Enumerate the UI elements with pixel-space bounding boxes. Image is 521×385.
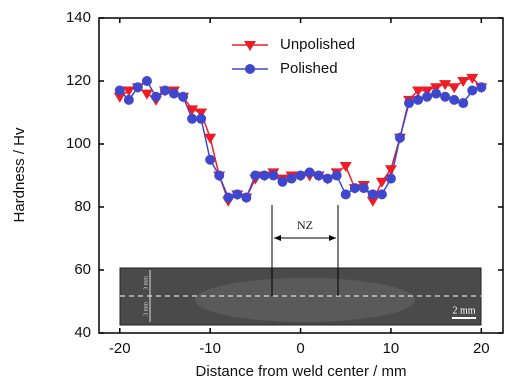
data-point (431, 89, 441, 99)
data-point (169, 89, 179, 99)
data-point (287, 174, 297, 184)
data-point (467, 85, 477, 95)
data-point (305, 167, 315, 177)
annotation: 3 mm (143, 302, 149, 316)
data-point (340, 162, 352, 172)
x-tick-label: 0 (296, 340, 304, 357)
data-point (205, 155, 215, 165)
data-point (413, 95, 423, 105)
data-point (187, 114, 197, 124)
data-point (350, 183, 360, 193)
data-point (232, 189, 242, 199)
data-point (368, 189, 378, 199)
data-point (296, 171, 306, 181)
chart: NZ 3 mm 3 mm 2 mm Distance from weld cen… (0, 0, 521, 385)
y-tick-label: 60 (74, 261, 91, 278)
data-point (314, 171, 324, 181)
x-tick-label: 10 (383, 340, 400, 357)
data-point (160, 85, 170, 95)
y-tick-label: 40 (74, 324, 91, 341)
data-point (377, 189, 387, 199)
data-point (448, 83, 460, 93)
legend-label: Unpolished (280, 36, 355, 53)
data-point (359, 183, 369, 193)
legend-marker (245, 64, 255, 74)
data-point (458, 98, 468, 108)
data-point (386, 174, 396, 184)
data-point (449, 95, 459, 105)
data-point (259, 171, 269, 181)
data-point (277, 177, 287, 187)
y-axis-label: Hardness / Hv (11, 127, 28, 223)
data-point (223, 193, 233, 203)
data-point (142, 76, 152, 86)
data-point (457, 77, 469, 87)
x-tick-label: -20 (109, 340, 131, 357)
annotation: NZ (297, 218, 313, 232)
annotation: 2 mm (452, 305, 475, 316)
legend-label: Polished (280, 60, 338, 77)
legend-marker (244, 41, 256, 51)
data-point (141, 90, 153, 100)
data-point (395, 133, 405, 143)
data-point (250, 171, 260, 181)
data-point (115, 85, 125, 95)
data-point (133, 82, 143, 92)
x-tick-label: 20 (473, 340, 490, 357)
data-point (422, 92, 432, 102)
annotation: 3 mm (143, 276, 149, 290)
y-tick-label: 100 (66, 135, 91, 152)
data-point (341, 189, 351, 199)
data-point (124, 95, 134, 105)
data-point (241, 193, 251, 203)
y-tick-label: 140 (66, 9, 91, 26)
data-point (440, 92, 450, 102)
data-point (268, 171, 278, 181)
data-point (151, 92, 161, 102)
x-axis-label: Distance from weld center / mm (196, 363, 407, 380)
data-point (196, 114, 206, 124)
data-point (404, 98, 414, 108)
y-tick-label: 120 (66, 72, 91, 89)
data-point (214, 171, 224, 181)
micrograph-texture (195, 278, 415, 322)
data-point (332, 171, 342, 181)
data-point (178, 92, 188, 102)
data-point (323, 174, 333, 184)
data-point (476, 82, 486, 92)
x-tick-label: -10 (199, 340, 221, 357)
y-tick-label: 80 (74, 198, 91, 215)
